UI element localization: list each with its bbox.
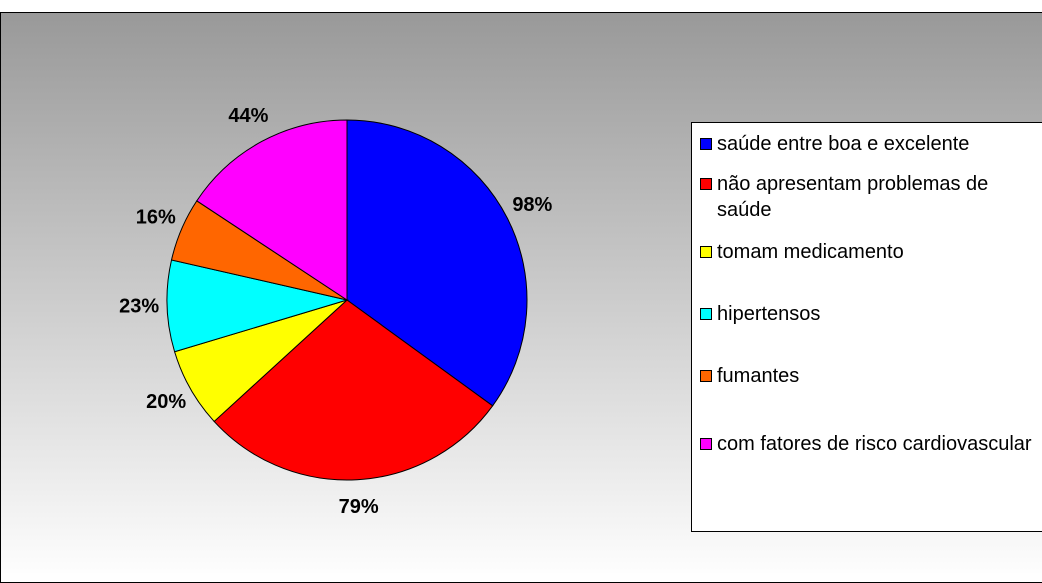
legend-label: hipertensos: [717, 303, 821, 325]
value-label: 79%: [339, 496, 379, 518]
legend-label: tomam medicamento: [717, 241, 904, 263]
legend-label: com fatores de risco cardiovascular: [717, 433, 1032, 455]
pie-slice: [213, 299, 494, 481]
legend: saúde entre boa e excelente não apresenta…: [691, 122, 1042, 532]
legend-label: não apresentam problemas de saúde: [717, 173, 989, 221]
value-label: 98%: [512, 194, 552, 216]
legend-swatch: [700, 438, 712, 450]
legend-label: fumantes: [717, 365, 800, 387]
pie: 98% 79% 20% 23% 16% 44%: [119, 105, 552, 518]
legend-swatch: [700, 246, 712, 258]
legend-swatch: [700, 308, 712, 320]
pie-slice: [346, 119, 528, 407]
legend-label: saúde entre boa e excelente: [717, 133, 970, 155]
pie-slice: [196, 119, 348, 301]
value-label: 23%: [119, 295, 159, 317]
legend-swatch: [700, 178, 712, 190]
legend-swatch: [700, 138, 712, 150]
value-label: 20%: [146, 391, 186, 413]
pie-slice: [166, 259, 349, 353]
value-label: 44%: [228, 105, 268, 127]
value-label: 16%: [136, 207, 176, 229]
legend-swatch: [700, 370, 712, 382]
